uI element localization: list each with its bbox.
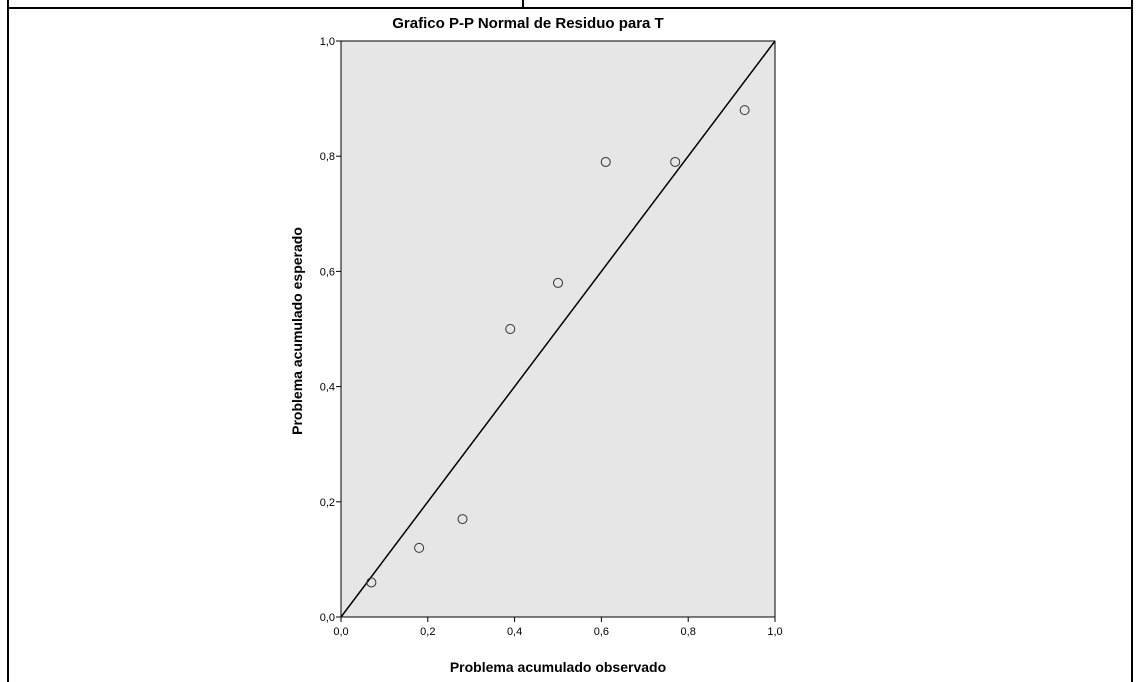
x-axis-label: Problema acumulado observado — [450, 659, 666, 675]
data-point — [600, 156, 611, 167]
chart-title: Grafico P-P Normal de Residuo para T — [392, 15, 663, 32]
data-point — [505, 324, 516, 334]
x-tick-label: 0,6 — [594, 626, 609, 638]
x-tick-label: 0,8 — [681, 626, 696, 638]
y-tick-label: 0,8 — [320, 151, 335, 163]
y-tick-label: 0,0 — [320, 612, 335, 624]
frame-border-top — [7, 7, 1133, 9]
y-tick-label: 0,2 — [320, 497, 335, 509]
data-point — [414, 542, 425, 553]
reference-line — [340, 40, 776, 618]
x-tick-label: 1,0 — [767, 626, 782, 638]
data-point — [366, 577, 377, 588]
data-points — [366, 105, 750, 588]
y-tick-label: 1,0 — [320, 36, 335, 48]
y-tick-label: 0,6 — [320, 266, 335, 278]
frame-border-right — [1131, 0, 1133, 682]
frame-border-left — [7, 0, 9, 682]
x-tick-label: 0,0 — [333, 626, 348, 638]
frame-divider-tick — [522, 0, 524, 9]
y-axis-label: Problema acumulado esperado — [289, 227, 305, 435]
data-point — [457, 514, 468, 525]
axis-ticks: 0,0 0,2 0,4 0,6 0,8 1,0 0,0 0,2 0,4 0,6 0,8 1,0 — [320, 36, 783, 638]
y-tick-label: 0,4 — [320, 382, 335, 394]
x-tick-label: 0,4 — [507, 626, 522, 638]
data-point — [553, 277, 563, 288]
x-tick-label: 0,2 — [420, 626, 435, 638]
data-point — [670, 156, 681, 167]
data-point — [739, 105, 750, 116]
